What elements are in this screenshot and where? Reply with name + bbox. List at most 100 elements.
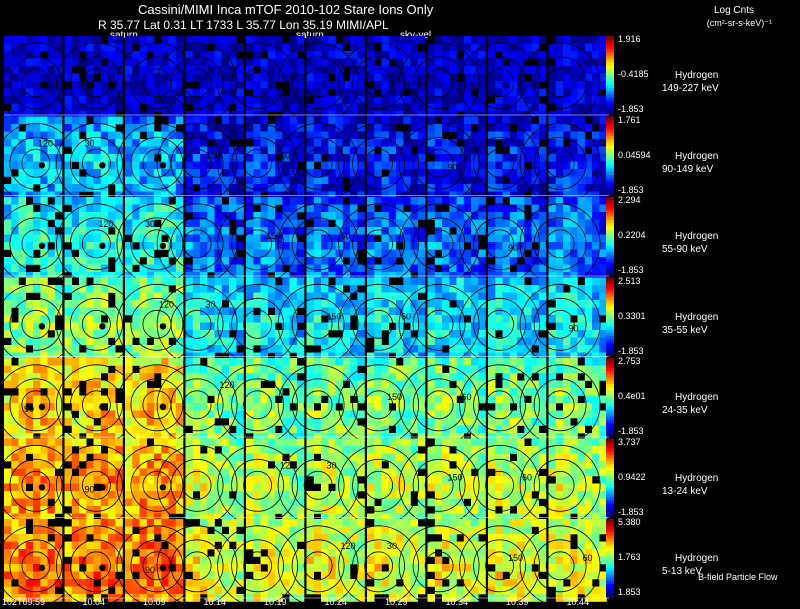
- heatmap-cell: [563, 380, 571, 389]
- heatmap-cell: [139, 204, 147, 213]
- heatmap-cell: [563, 307, 571, 316]
- heatmap-cell: [185, 468, 193, 477]
- heatmap-cell: [221, 169, 230, 177]
- heatmap-cell: [79, 395, 87, 404]
- heatmap-cell: [524, 88, 532, 97]
- heatmap-cell: [592, 322, 600, 331]
- heatmap-cell: [296, 169, 305, 177]
- heatmap-cell: [11, 81, 19, 89]
- heatmap-cell: [538, 277, 547, 286]
- heatmap-cell: [357, 51, 365, 59]
- heatmap-cell: [313, 461, 322, 469]
- heatmap-cell: [410, 307, 418, 316]
- heatmap-cell: [18, 410, 26, 419]
- heatmap-cell: [381, 438, 389, 447]
- heatmap-cell: [388, 257, 397, 265]
- heatmap-cell: [200, 395, 208, 404]
- heatmap-cell: [555, 358, 564, 366]
- heatmap-cell: [509, 461, 518, 469]
- heatmap-cell: [599, 249, 607, 258]
- heatmap-cell: [555, 277, 564, 286]
- heatmap-cell: [253, 461, 261, 469]
- heatmap-cell: [175, 161, 184, 170]
- heatmap-cell: [306, 131, 314, 140]
- heatmap-cell: [132, 257, 140, 265]
- heatmap-cell: [132, 116, 140, 125]
- heatmap-cell: [47, 227, 55, 235]
- heatmap-cell: [328, 395, 336, 404]
- heatmap-cell: [449, 249, 457, 258]
- heatmap-cell: [471, 184, 479, 192]
- heatmap-cell: [168, 438, 176, 447]
- heatmap-cell: [139, 365, 147, 374]
- heatmap-cell: [456, 249, 464, 258]
- heatmap-cell: [442, 184, 450, 192]
- heatmap-cell: [374, 483, 382, 492]
- heatmap-cell: [200, 234, 208, 243]
- heatmap-cell: [161, 330, 169, 338]
- heatmap-cell: [47, 315, 55, 323]
- heatmap-cell: [417, 461, 426, 469]
- heatmap-cell: [478, 330, 486, 338]
- heatmap-cell: [289, 395, 297, 404]
- heatmap-cell: [417, 476, 426, 484]
- heatmap-cell: [478, 498, 486, 507]
- heatmap-cell: [139, 88, 147, 97]
- heatmap-cell: [79, 307, 87, 316]
- contour-line: [424, 229, 454, 259]
- heatmap-cell: [427, 277, 435, 286]
- heatmap-cell: [260, 103, 268, 112]
- heatmap-cell: [584, 176, 593, 185]
- heatmap-cell: [524, 410, 532, 419]
- heatmap-cell: [599, 242, 607, 250]
- heatmap-cell: [478, 345, 486, 353]
- heatmap-cell: [47, 292, 55, 301]
- heatmap-cell: [275, 446, 283, 454]
- heatmap-cell: [192, 242, 201, 250]
- heatmap-cell: [236, 58, 244, 67]
- heatmap-cell: [185, 365, 193, 374]
- contour-line: [21, 470, 51, 500]
- heatmap-cell: [495, 36, 503, 44]
- heatmap-cell: [463, 96, 472, 104]
- heatmap-cell: [296, 438, 305, 447]
- heatmap-cell: [381, 227, 389, 235]
- heatmap-cell: [417, 365, 426, 374]
- heatmap-cell: [229, 358, 237, 366]
- heatmap-cell: [555, 300, 564, 308]
- heatmap-cell: [296, 446, 305, 454]
- heatmap-cell: [427, 461, 435, 469]
- heatmap-cell: [185, 476, 193, 484]
- heatmap-cell: [417, 66, 426, 74]
- heatmap-cell: [471, 176, 479, 185]
- heatmap-cell: [168, 184, 176, 192]
- heatmap-cell: [471, 315, 479, 323]
- heatmap-cell: [175, 498, 184, 507]
- heatmap-cell: [335, 219, 343, 228]
- heatmap-cell: [335, 438, 343, 447]
- heatmap-cell: [229, 453, 237, 462]
- heatmap-cell: [289, 498, 297, 507]
- heatmap-cell: [11, 146, 19, 155]
- heatmap-cell: [524, 234, 532, 243]
- heatmap-cell: [502, 292, 510, 301]
- contour-line: [170, 56, 224, 110]
- heatmap-cell: [509, 184, 518, 192]
- heatmap-cell: [246, 358, 254, 366]
- heatmap-cell: [275, 388, 283, 396]
- heatmap-cell: [328, 139, 336, 147]
- heatmap-cell: [18, 330, 26, 338]
- heatmap-cell: [175, 292, 184, 301]
- heatmap-cell: [335, 81, 343, 89]
- heatmap-cell: [417, 403, 426, 411]
- heatmap-cell: [54, 453, 63, 462]
- heatmap-cell: [71, 506, 80, 514]
- heatmap-cell: [478, 453, 486, 462]
- heatmap-cell: [4, 81, 12, 89]
- heatmap-cell: [100, 285, 109, 293]
- heatmap-cell: [584, 96, 593, 104]
- contour-line: [182, 309, 212, 339]
- heatmap-cell: [396, 468, 404, 477]
- heatmap-cell: [350, 285, 358, 293]
- heatmap-cell: [577, 66, 585, 74]
